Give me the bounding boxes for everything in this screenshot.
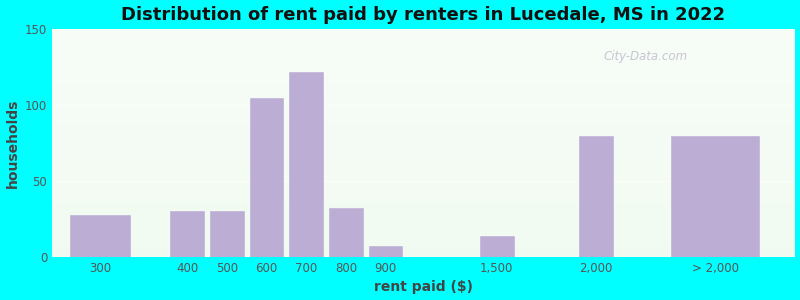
Title: Distribution of rent paid by renters in Lucedale, MS in 2022: Distribution of rent paid by renters in …	[122, 6, 726, 24]
Text: City-Data.com: City-Data.com	[604, 50, 688, 63]
Bar	[480, 236, 514, 257]
X-axis label: rent paid ($): rent paid ($)	[374, 280, 473, 294]
Bar	[329, 208, 363, 257]
Bar	[170, 212, 204, 257]
Y-axis label: households: households	[6, 98, 19, 188]
Bar	[70, 214, 130, 257]
Bar	[579, 136, 613, 257]
Bar	[369, 246, 402, 257]
Bar	[671, 136, 758, 257]
Bar	[290, 72, 323, 257]
Bar	[210, 212, 244, 257]
Bar	[250, 98, 283, 257]
